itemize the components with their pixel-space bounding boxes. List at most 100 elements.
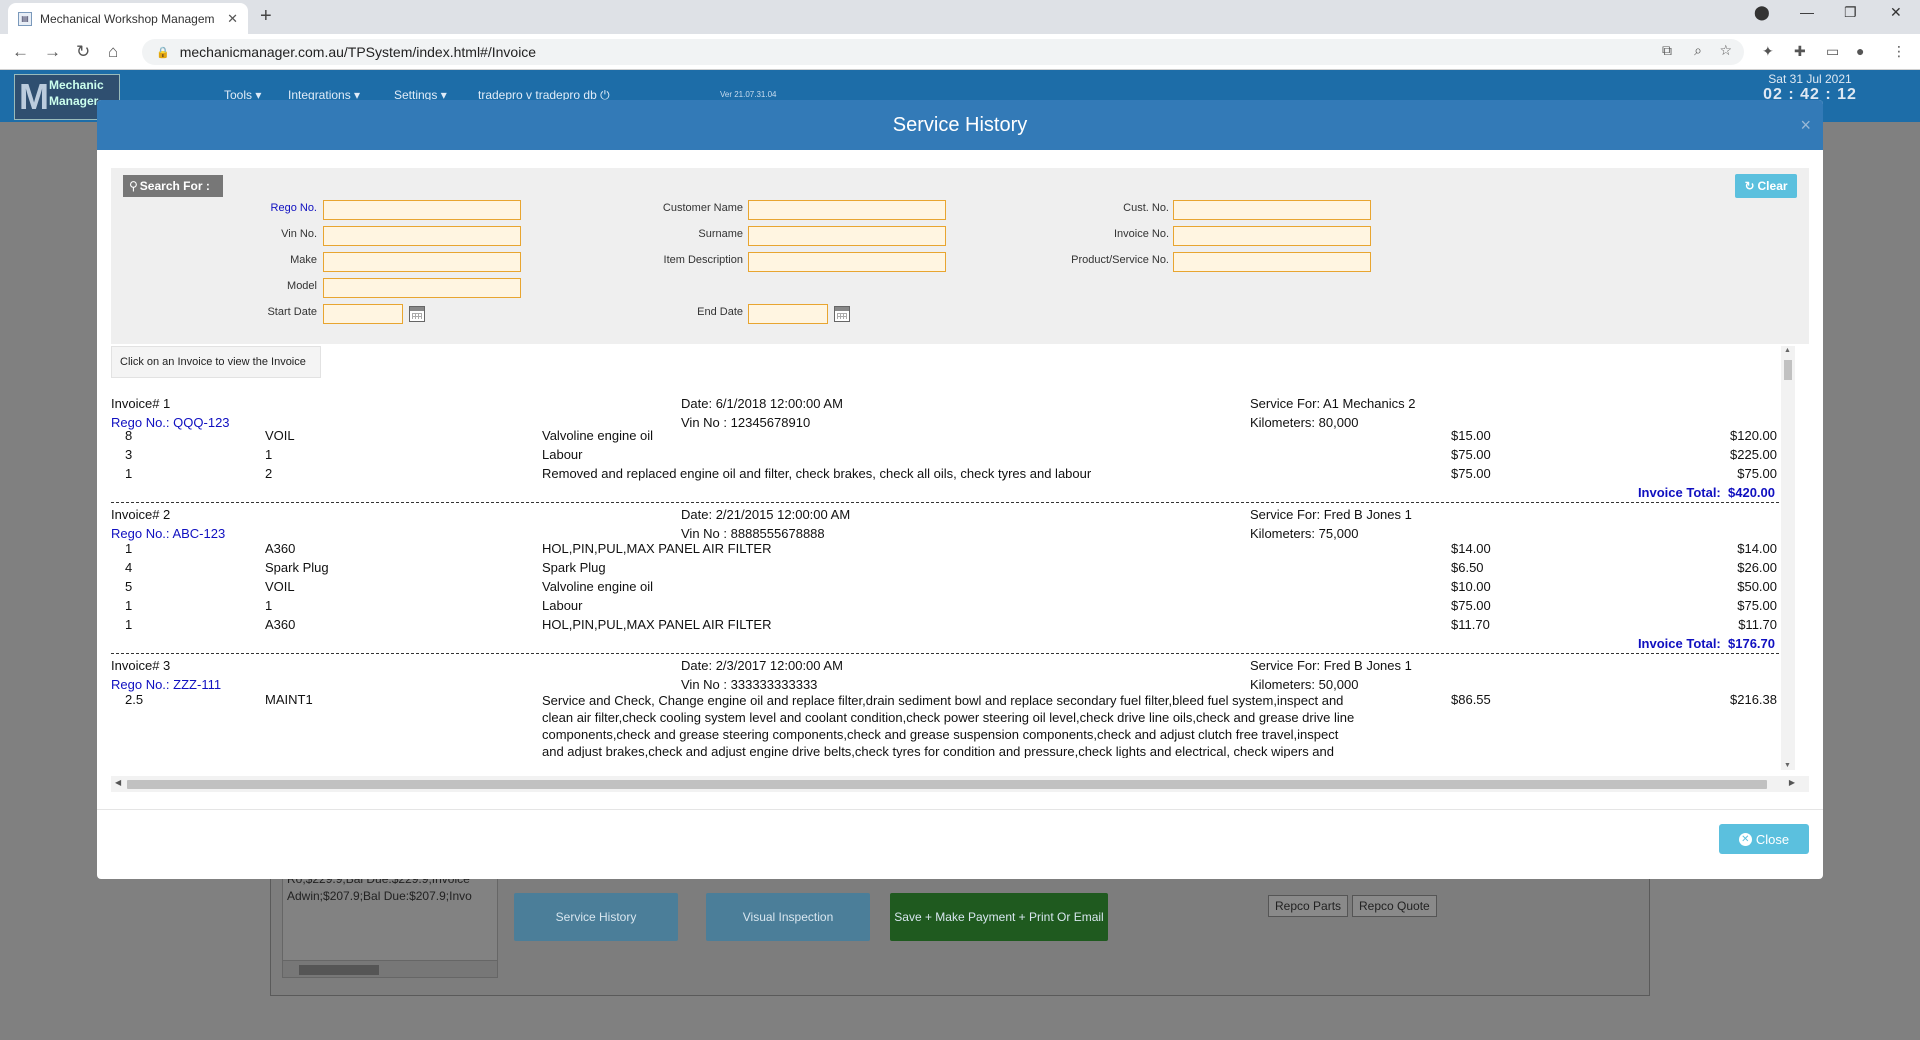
model-input[interactable]	[323, 278, 521, 298]
modal-header: Service History ×	[97, 100, 1823, 150]
invoice-date: Date: 6/1/2018 12:00:00 AM	[681, 396, 843, 411]
invoice-no-label: Invoice No.	[1113, 228, 1169, 240]
invoice-block[interactable]: Invoice# 1 Date: 6/1/2018 12:00:00 AM Se…	[111, 390, 1791, 503]
new-tab-icon[interactable]: +	[260, 5, 272, 27]
nav-tools[interactable]: Tools ▾	[224, 88, 262, 102]
open-external-icon[interactable]: ⧉	[1662, 42, 1672, 58]
results-vertical-scrollbar[interactable]: ▲ ▼	[1781, 346, 1795, 770]
url-field[interactable]: 🔒 mechanicmanager.com.au/TPSystem/index.…	[142, 39, 1744, 65]
profile-menu-icon[interactable]: ⬤	[1754, 4, 1770, 20]
customer-name-label: Customer Name	[662, 202, 743, 214]
vin-label: Vin No.	[281, 228, 317, 240]
clock-date: Sat 31 Jul 2021	[1768, 72, 1852, 86]
end-date-label: End Date	[697, 306, 743, 318]
line-item: 1 A360 HOL,PIN,PUL,MAX PANEL AIR FILTER $11…	[125, 617, 1777, 632]
line-item: 1 A360 HOL,PIN,PUL,MAX PANEL AIR FILTER $14…	[125, 541, 1777, 556]
invoice-number: Invoice# 1	[111, 396, 171, 411]
invoice-block[interactable]: Invoice# 2 Date: 2/21/2015 12:00:00 AM S…	[111, 503, 1791, 654]
bookmark-star-icon[interactable]: ☆	[1719, 42, 1732, 58]
line-item: 1 1 Labour $75.00 $75.00	[125, 598, 1777, 613]
vin-number: Vin No : 8888555678888	[681, 526, 825, 541]
scroll-left-icon[interactable]: ◀	[115, 778, 122, 787]
model-label: Model	[287, 280, 317, 292]
modal-close-icon[interactable]: ×	[1800, 115, 1811, 135]
lock-icon: 🔒	[156, 46, 170, 59]
window-close-icon[interactable]: ✕	[1890, 4, 1902, 20]
bg-repco-parts-button[interactable]: Repco Parts	[1268, 895, 1349, 917]
invoice-number: Invoice# 3	[111, 658, 171, 673]
customer-name-input[interactable]	[748, 200, 946, 220]
favicon-icon: ▤	[18, 11, 32, 26]
invoice-total: Invoice Total: $420.00	[111, 485, 1789, 503]
extension-icon[interactable]: ✦	[1762, 43, 1774, 59]
line-item: 8 VOIL Valvoline engine oil $15.00 $120.00	[125, 428, 1777, 443]
clear-button[interactable]: ↻ Clear	[1735, 174, 1797, 198]
start-date-calendar-icon[interactable]	[409, 306, 425, 322]
results-horizontal-scrollbar[interactable]: ◀ ▶	[111, 776, 1809, 792]
scroll-down-icon[interactable]: ▼	[1784, 762, 1791, 769]
bg-repco-quote-button[interactable]: Repco Quote	[1352, 895, 1437, 917]
search-for-label: ⚲ Search For :	[123, 175, 223, 197]
invoice-date: Date: 2/3/2017 12:00:00 AM	[681, 658, 843, 673]
invoice-list: Invoice# 1 Date: 6/1/2018 12:00:00 AM Se…	[111, 390, 1791, 758]
kilometers: Kilometers: 50,000	[1250, 677, 1359, 692]
item-description-input[interactable]	[748, 252, 946, 272]
cust-no-label: Cust. No.	[1123, 202, 1169, 214]
reload-icon[interactable]: ↻	[76, 42, 91, 61]
home-icon[interactable]: ⌂	[108, 42, 119, 61]
browser-menu-icon[interactable]: ⋮	[1892, 43, 1906, 59]
line-item: 5 VOIL Valvoline engine oil $10.00 $50.00	[125, 579, 1777, 594]
vin-number: Vin No : 12345678910	[681, 415, 811, 430]
line-item: 2.5 MAINT1 Service and Check, Change eng…	[125, 692, 1777, 758]
minimize-icon[interactable]: —	[1800, 4, 1814, 20]
product-service-no-label: Product/Service No.	[1071, 254, 1169, 266]
make-label: Make	[290, 254, 317, 266]
zoom-icon[interactable]: ⌕	[1694, 42, 1702, 58]
browser-tab[interactable]: ▤ Mechanical Workshop Managem ✕	[8, 3, 248, 34]
tab-title: Mechanical Workshop Managem	[40, 11, 215, 26]
browser-tab-bar: ▤ Mechanical Workshop Managem ✕ + ⬤ — ❐ …	[0, 0, 1920, 34]
scroll-up-icon[interactable]: ▲	[1784, 347, 1791, 354]
start-date-label: Start Date	[267, 306, 317, 318]
service-for: Service For: Fred B Jones 1	[1250, 658, 1412, 673]
profile-icon[interactable]: ●	[1856, 43, 1865, 59]
nav-db[interactable]: tradepro v tradepro db ⏻	[478, 88, 610, 102]
search-icon: ⚲	[129, 179, 138, 193]
invoice-block[interactable]: Invoice# 3 Date: 2/3/2017 12:00:00 AM Se…	[111, 654, 1791, 758]
rego-label: Rego No.	[270, 202, 317, 214]
end-date-calendar-icon[interactable]	[834, 306, 850, 322]
scroll-right-icon[interactable]: ▶	[1788, 778, 1795, 787]
cast-icon[interactable]: ▭	[1826, 43, 1840, 59]
kilometers: Kilometers: 80,000	[1250, 415, 1359, 430]
vin-input[interactable]	[323, 226, 521, 246]
surname-input[interactable]	[748, 226, 946, 246]
back-icon[interactable]: ←	[12, 42, 29, 61]
tab-close-icon[interactable]: ✕	[227, 10, 238, 26]
refresh-icon: ↻	[1744, 179, 1755, 193]
make-input[interactable]	[323, 252, 521, 272]
bg-visual-inspection-button[interactable]: Visual Inspection	[706, 893, 870, 941]
rego-input[interactable]	[323, 200, 521, 220]
service-history-modal: Service History × ⚲ Search For : ↻ Clear R…	[97, 100, 1823, 879]
bg-save-payment-button[interactable]: Save + Make Payment + Print Or Email	[890, 893, 1108, 941]
results-pane: Invoice# 1 Date: 6/1/2018 12:00:00 AM Se…	[111, 344, 1809, 792]
maximize-icon[interactable]: ❐	[1844, 4, 1857, 20]
end-date-input[interactable]	[748, 304, 828, 324]
bg-service-history-button[interactable]: Service History	[514, 893, 678, 941]
invoice-no-input[interactable]	[1173, 226, 1371, 246]
service-for: Service For: Fred B Jones 1	[1250, 507, 1412, 522]
nav-integrations[interactable]: Integrations ▾	[288, 88, 361, 102]
modal-footer: ✕ Close	[97, 809, 1823, 879]
cust-no-input[interactable]	[1173, 200, 1371, 220]
url-text: mechanicmanager.com.au/TPSystem/index.ht…	[179, 44, 537, 60]
rego-number: Rego No.: ABC-123	[111, 526, 226, 541]
close-button[interactable]: ✕ Close	[1719, 824, 1809, 854]
extensions-puzzle-icon[interactable]: ✚	[1794, 43, 1806, 59]
product-service-no-input[interactable]	[1173, 252, 1371, 272]
invoice-number: Invoice# 2	[111, 507, 171, 522]
invoice-date: Date: 2/21/2015 12:00:00 AM	[681, 507, 851, 522]
nav-settings[interactable]: Settings ▾	[394, 88, 447, 102]
line-item: 3 1 Labour $75.00 $225.00	[125, 447, 1777, 462]
forward-icon[interactable]: →	[44, 42, 61, 61]
start-date-input[interactable]	[323, 304, 403, 324]
